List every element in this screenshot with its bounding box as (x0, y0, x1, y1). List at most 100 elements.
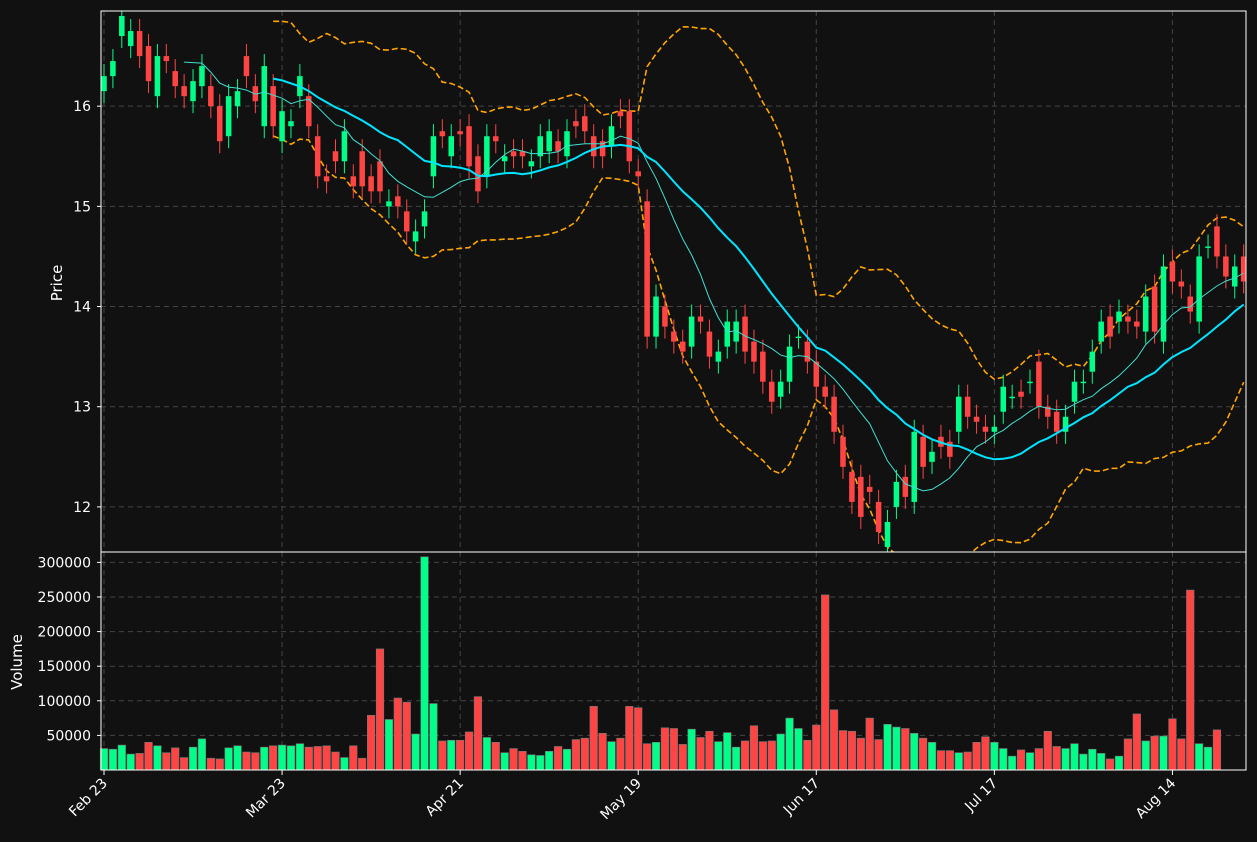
candle-body (163, 56, 170, 62)
candle-body (884, 521, 891, 547)
volume-bar (349, 745, 358, 771)
candle-body (314, 136, 321, 177)
volume-bar (447, 739, 456, 771)
volume-bar (491, 742, 500, 771)
volume-bar (838, 730, 848, 771)
candle-body (1116, 311, 1122, 322)
volume-bar (358, 757, 367, 771)
candle-body (1000, 386, 1007, 412)
volume-bar (1195, 743, 1204, 771)
volume-bar (135, 753, 144, 771)
volume-bar (438, 740, 447, 771)
volume-bar (740, 740, 750, 771)
volume-bar (598, 733, 607, 771)
volume-bar (874, 739, 883, 771)
volume-bar (545, 751, 554, 771)
volume-bar (429, 703, 438, 771)
volume-bar (384, 719, 393, 771)
candle-body (555, 141, 561, 152)
candle-body (261, 66, 268, 127)
volume-bar (589, 706, 598, 771)
volume-bar (963, 751, 972, 771)
candle-body (1223, 256, 1229, 277)
volume-bar (180, 757, 189, 771)
candle-body (715, 351, 722, 362)
bollinger-bands (272, 20, 1245, 552)
bollinger-lower-line (272, 135, 1245, 552)
volume-panel: 50000 100000 150000 200000 250000 300000 Volu… (8, 551, 1247, 771)
volume-bar (456, 739, 465, 771)
volume-bar (830, 709, 839, 771)
volume-bar (847, 730, 856, 771)
candle-body (1187, 296, 1193, 312)
volume-bar (1212, 729, 1222, 771)
volume-bar (634, 707, 643, 771)
volume-bar (927, 742, 937, 771)
price-tick-label: 16 (73, 99, 91, 115)
candle-body (1045, 406, 1051, 417)
volume-bar (286, 745, 296, 771)
volume-bar (367, 715, 376, 771)
candle-body (208, 86, 214, 107)
volume-bar (1079, 753, 1088, 771)
candle-body (608, 126, 615, 147)
volume-bar (242, 751, 251, 771)
price-tick-label: 13 (73, 400, 91, 416)
volume-tick-label: 250000 (38, 590, 91, 606)
candle-body (1098, 321, 1104, 342)
volume-bar (108, 748, 117, 771)
volume-bar (785, 717, 794, 771)
candle-body (466, 126, 472, 167)
candle-body (243, 56, 250, 77)
candle-body (430, 136, 437, 177)
candle-body (519, 151, 526, 157)
volume-bar (910, 733, 919, 771)
candle-body (421, 211, 428, 227)
volume-bar (1186, 589, 1195, 771)
candle-body (546, 131, 552, 152)
candle-body (279, 111, 285, 142)
volume-bar (1168, 718, 1177, 771)
volume-tick-label: 150000 (38, 659, 91, 675)
candle-body (1080, 381, 1087, 384)
candle-body (341, 131, 348, 162)
volume-bar (153, 745, 162, 771)
volume-bar (767, 740, 776, 771)
volume-bar (1034, 748, 1043, 771)
volume-bar (723, 732, 732, 771)
volume-bar (919, 737, 928, 771)
candle-body (911, 431, 917, 502)
volume-bar (758, 741, 767, 771)
volume-bar (197, 738, 207, 771)
candle-body (154, 56, 161, 97)
volume-bar (856, 737, 865, 771)
volume-bar (295, 743, 304, 771)
volume-bar (732, 746, 741, 771)
candle-body (920, 436, 926, 467)
volume-bar (1088, 748, 1097, 771)
candle-body (991, 426, 998, 432)
volume-bar (251, 752, 260, 771)
volume-bar (562, 748, 572, 771)
candle-body (323, 176, 330, 182)
candle-body (1018, 391, 1024, 397)
volume-bar (678, 744, 687, 771)
candle-body (840, 436, 846, 467)
volume-bar (1150, 735, 1159, 771)
volume-bar (749, 725, 759, 771)
volume-bar (625, 706, 634, 771)
candle-body (1151, 286, 1158, 332)
candle-body (688, 316, 695, 347)
candle-body (902, 476, 909, 497)
candle-body (893, 481, 900, 507)
candle-body (145, 46, 152, 82)
volume-panel-frame (100, 551, 1247, 771)
candle-body (225, 96, 232, 137)
candle-body (564, 131, 570, 157)
volume-axis-ticks: 50000 100000 150000 200000 250000 300000 (38, 555, 101, 744)
volume-bar (1114, 755, 1124, 771)
price-panel: 12 13 14 15 16 Price (48, 10, 1247, 553)
volume-bar (696, 737, 705, 771)
volume-tick-label: 200000 (38, 625, 91, 641)
moving-averages (184, 61, 1245, 492)
